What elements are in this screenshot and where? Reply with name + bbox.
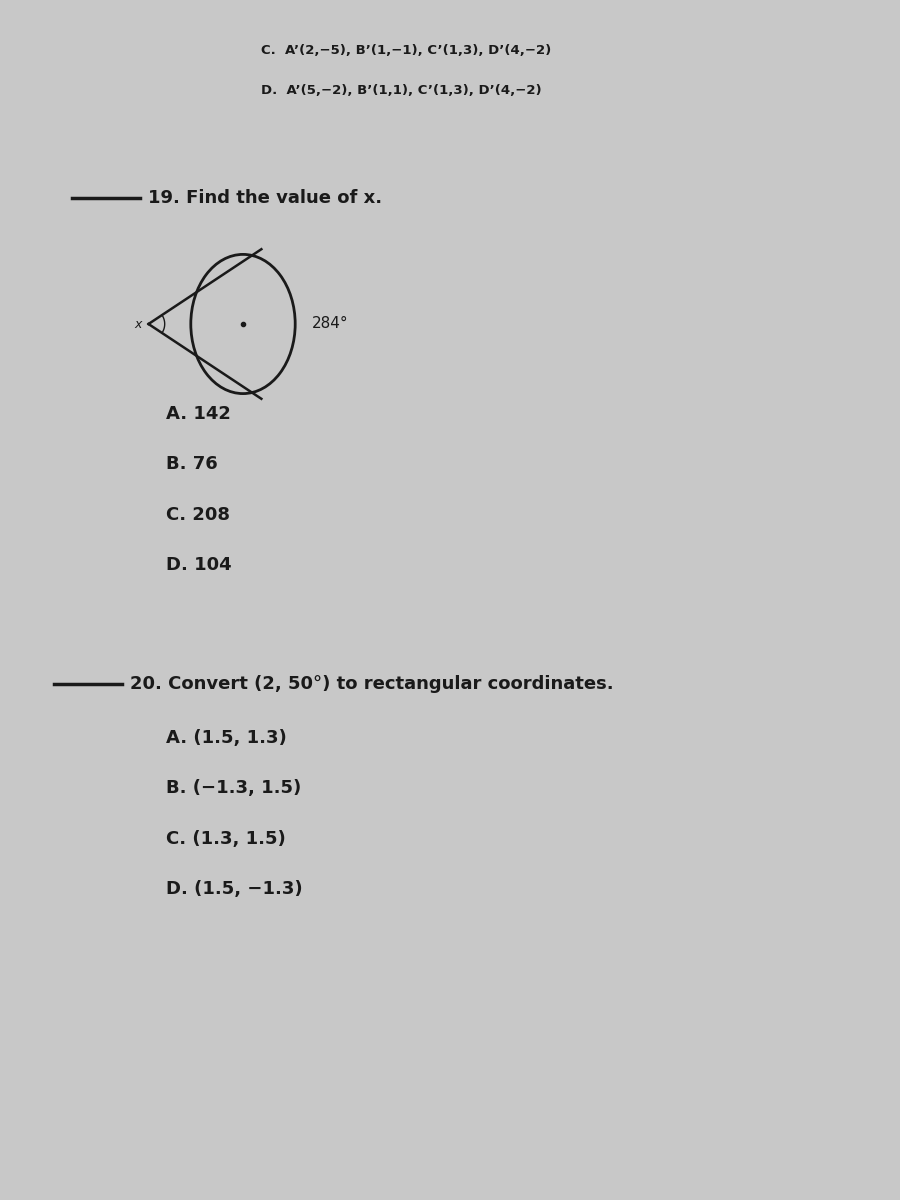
Text: x: x (134, 318, 141, 330)
Text: D. 104: D. 104 (166, 556, 232, 574)
Text: C. 208: C. 208 (166, 505, 230, 523)
Text: D.  A’(5,−2), B’(1,1), C’(1,3), D’(4,−2): D. A’(5,−2), B’(1,1), C’(1,3), D’(4,−2) (261, 84, 542, 96)
Text: B. 76: B. 76 (166, 455, 218, 473)
Text: 19. Find the value of x.: 19. Find the value of x. (148, 188, 382, 206)
Text: 20. Convert (2, 50°) to rectangular coordinates.: 20. Convert (2, 50°) to rectangular coor… (130, 674, 614, 692)
Text: 284°: 284° (311, 317, 348, 331)
Text: A. (1.5, 1.3): A. (1.5, 1.3) (166, 728, 287, 746)
Text: B. (−1.3, 1.5): B. (−1.3, 1.5) (166, 780, 302, 797)
Text: D. (1.5, −1.3): D. (1.5, −1.3) (166, 881, 303, 898)
Text: A. 142: A. 142 (166, 404, 231, 422)
Text: C.  A’(2,−5), B’(1,−1), C’(1,3), D’(4,−2): C. A’(2,−5), B’(1,−1), C’(1,3), D’(4,−2) (261, 44, 551, 56)
Text: C. (1.3, 1.5): C. (1.3, 1.5) (166, 830, 286, 847)
